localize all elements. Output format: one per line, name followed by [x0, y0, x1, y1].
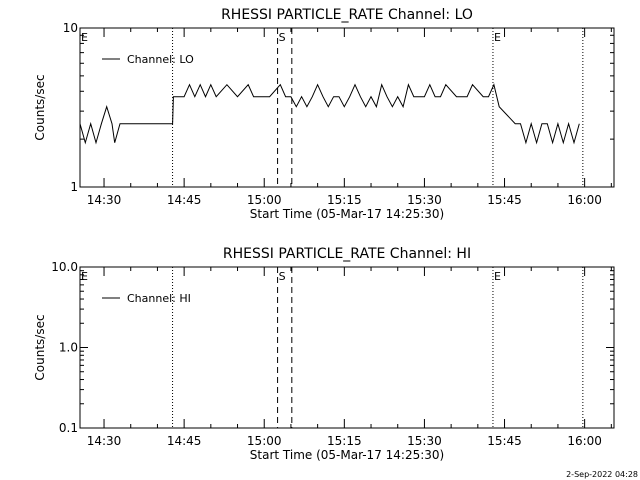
panel-2-ytick-label: 10.0 [51, 260, 78, 274]
panel-2-ytick-label: 0.1 [59, 421, 78, 435]
panel-1-series-line [79, 83, 580, 145]
panel-1-ytick-label: 10 [63, 21, 78, 35]
panel-2-marker-label: E [81, 270, 88, 283]
panel-2-title: RHESSI PARTICLE_RATE Channel: HI [223, 246, 471, 262]
panel-2-ytick-label: 1.0 [59, 341, 78, 355]
panel-1-xlabel: Start Time (05-Mar-17 14:25:30) [250, 207, 444, 221]
panel-1-xtick-label: 15:15 [327, 193, 362, 207]
panel-1-xtick-label: 15:45 [487, 193, 522, 207]
panel-1-xtick-label: 15:30 [407, 193, 442, 207]
panel-2-xtick-label: 14:45 [167, 434, 202, 448]
panel-1-xtick-label: 14:45 [167, 193, 202, 207]
panel-1-frame [79, 27, 615, 188]
panel-2-xtick-label: 14:30 [87, 434, 122, 448]
panel-2-xlabel: Start Time (05-Mar-17 14:25:30) [250, 448, 444, 462]
panel-1-marker-label: E [494, 31, 501, 44]
panel-1-ylabel: Counts/sec [33, 74, 47, 140]
panel-2-xtick-label: 16:00 [567, 434, 602, 448]
panel-2-xtick-label: 15:45 [487, 434, 522, 448]
panel-2-xtick-label: 15:15 [327, 434, 362, 448]
panel-2-xtick-label: 15:30 [407, 434, 442, 448]
panel-1-xtick-label: 15:00 [247, 193, 282, 207]
panel-1-xtick-label: 16:00 [567, 193, 602, 207]
panel-2-marker-label: S [279, 270, 286, 283]
panel-2-marker-label: E [494, 270, 501, 283]
plot-timestamp: 2-Sep-2022 04:28 [566, 470, 638, 479]
panel-2-xtick-label: 15:00 [247, 434, 282, 448]
panel-1-title: RHESSI PARTICLE_RATE Channel: LO [221, 7, 473, 23]
panel-1-ytick-label: 1 [70, 180, 78, 194]
panel-1-xtick-label: 14:30 [87, 193, 122, 207]
panel-1-marker-label: S [279, 31, 286, 44]
panel-2-ylabel: Counts/sec [33, 314, 47, 380]
panel-1-marker-label: E [81, 31, 88, 44]
panel-2-legend-label: Channel: HI [127, 292, 191, 305]
panel-1-legend-label: Channel: LO [127, 53, 194, 66]
